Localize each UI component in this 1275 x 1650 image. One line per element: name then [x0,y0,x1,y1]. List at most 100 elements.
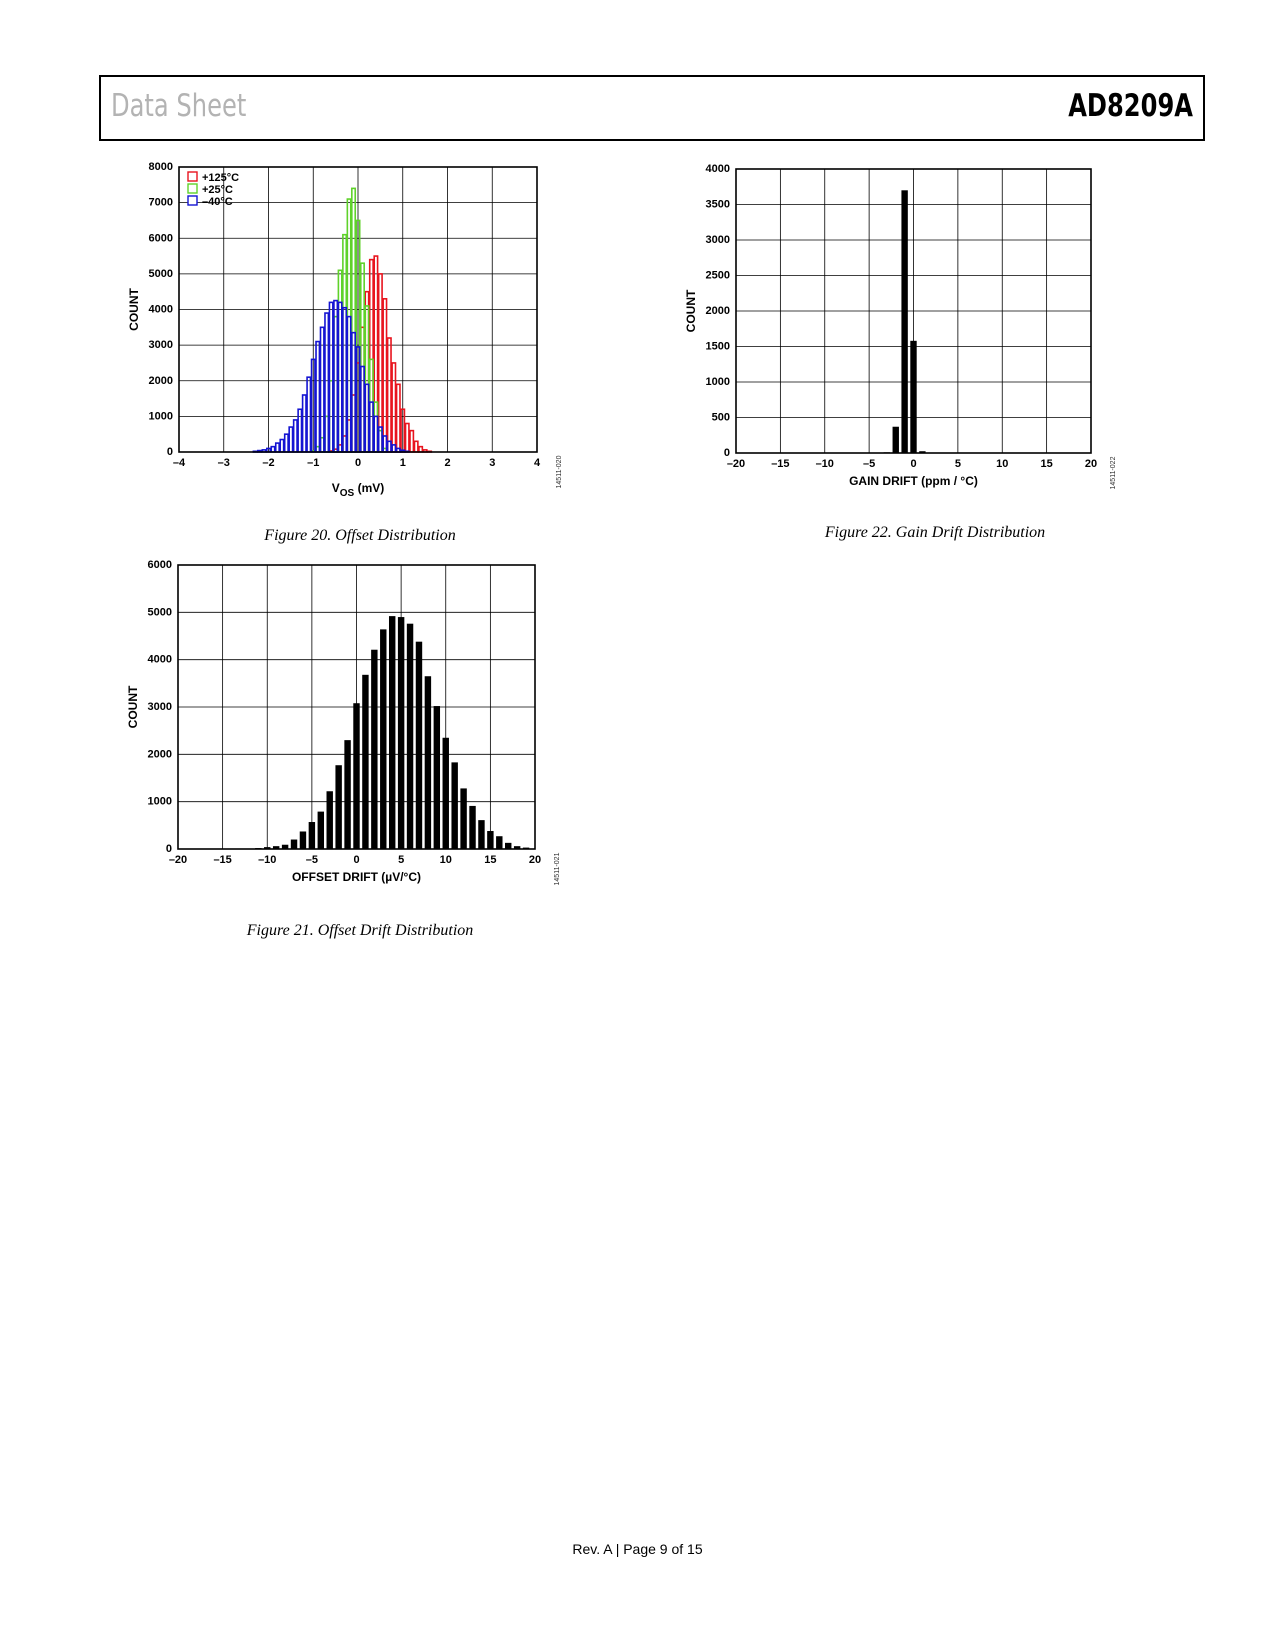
histogram-bar [281,844,289,849]
histogram-bar [362,674,369,849]
histogram-bar [380,629,387,849]
histogram-bar [270,445,276,453]
y-tick-label: 0 [724,447,730,459]
x-tick-label: –15 [771,458,789,470]
y-axis-label: COUNT [684,289,698,332]
histogram-bar [382,298,388,453]
histogram-bar [397,617,405,849]
y-tick-label: 500 [712,412,730,424]
y-tick-label: 3000 [148,701,172,713]
histogram-bar [391,444,397,453]
x-tick-label: 10 [996,458,1008,470]
y-tick-label: 1000 [148,796,172,808]
figure-code: 14511-021 [554,852,561,885]
histogram-bar [404,422,410,453]
y-tick-label: 4000 [706,163,730,175]
histogram-bar [406,623,414,849]
y-tick-label: 1500 [706,341,730,353]
y-tick-label: 3500 [706,199,730,211]
x-tick-label: 0 [355,457,361,469]
histogram-bar [324,312,330,453]
y-tick-label: 6000 [149,232,173,244]
histogram-bar [371,649,378,849]
y-axis-label: COUNT [126,685,140,728]
document-title: Data Sheet [111,88,247,124]
histogram-bar [469,805,476,849]
figure-20-caption: Figure 20. Offset Distribution [264,527,456,544]
figure-22: –20 –15 –10 –5 0 5 10 15 20 0 500 1000 1500 2000 2500 3… [684,160,1165,541]
gain-drift-distribution-chart: –20 –15 –10 –5 0 5 10 15 20 0 500 1000 1500 2000 2500 3… [684,163,1117,489]
histogram-bar [433,706,441,849]
histogram-bar [288,426,294,453]
y-tick-label: 4000 [149,304,173,316]
histogram-bar [395,383,401,453]
histogram-bar [460,788,467,849]
x-tick-label: –5 [863,458,875,470]
histogram-bar [391,362,397,453]
x-tick-label: –10 [258,854,276,866]
histogram-bar [413,440,419,453]
x-tick-label: –3 [218,457,230,469]
histogram-bar [342,306,348,453]
legend-label: –40°C [202,196,233,208]
figure-code: 14511-022 [1110,456,1117,489]
y-tick-label: 0 [166,843,172,855]
x-tick-label: 3 [489,457,495,469]
y-tick-label: 1000 [706,376,730,388]
page-footer: Rev. A | Page 9 of 15 [572,1541,703,1557]
x-tick-label: 1 [400,457,406,469]
histogram-bar [279,438,285,453]
histogram-bar [337,301,343,453]
x-tick-label: –10 [816,458,834,470]
histogram-bar [505,842,512,849]
x-axis-label: GAIN DRIFT (ppm / °C) [849,474,978,488]
histogram-bar [368,401,374,453]
histogram-bar [353,703,360,849]
histogram-bar [328,301,334,453]
figure-21: –20 –15 –10 –5 0 5 10 15 20 0 1000 2000 3000 4000 5000… [126,559,590,945]
x-tick-label: –15 [213,854,231,866]
histogram-bar [478,820,485,849]
y-tick-label: 8000 [149,161,173,173]
x-tick-label: –1 [307,457,319,469]
histogram-bar [382,435,388,453]
legend-swatch [187,195,198,206]
offset-distribution-chart: –4 –3 –2 –1 0 1 2 3 4 0 1000 2000 3000 4000 5000 6000 70… [127,161,563,499]
x-tick-label: 4 [534,457,541,469]
x-tick-label: 15 [484,854,496,866]
part-number: AD8209A [1068,88,1193,124]
x-tick-label: 15 [1041,458,1053,470]
x-tick-label: –4 [173,457,186,469]
x-tick-label: 2 [444,457,450,469]
histogram-bar [272,846,280,849]
histogram-bar [377,273,383,453]
histogram-bar [283,433,289,453]
y-tick-label: 1000 [149,410,173,422]
histogram-bar [306,376,312,453]
histogram-bar [373,415,379,453]
y-tick-label: 5000 [149,268,173,280]
plot-frame [178,166,538,453]
y-tick-label: 5000 [148,606,172,618]
histogram-bar [409,429,415,453]
y-tick-label: 6000 [148,559,172,571]
histogram-bar [264,847,271,849]
histogram-bar [326,791,333,849]
histogram-bar [301,394,307,453]
page-header: Data Sheet AD8209A [99,75,1205,141]
legend-swatch [187,171,198,182]
histogram-bar [335,765,342,849]
histogram-bar [919,451,926,453]
y-tick-label: 2000 [706,305,730,317]
histogram-bar [319,326,325,453]
histogram-bar [317,811,325,849]
y-tick-label: 3000 [149,339,173,351]
x-tick-label: 0 [910,458,916,470]
x-tick-label: –20 [727,458,745,470]
histogram-bar [418,445,424,453]
y-tick-label: 0 [167,446,173,458]
y-tick-label: 2500 [706,270,730,282]
figure-code: 14511-020 [556,455,563,488]
histogram-bar [910,340,917,453]
x-axis-label: OFFSET DRIFT (µV/°C) [292,870,421,884]
